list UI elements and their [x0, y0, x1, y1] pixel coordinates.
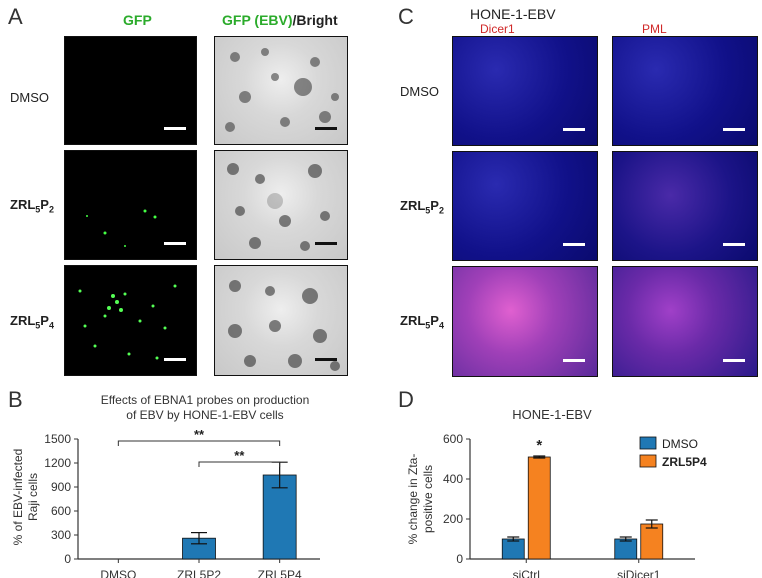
x-tick-label: DMSO [100, 568, 136, 578]
significance-label: * [536, 437, 542, 454]
chart-d-ylabel-line1: % change in Zta- [406, 454, 420, 545]
y-tick-label: 600 [51, 504, 71, 518]
x-tick-label: ZRL5P4 [258, 568, 302, 578]
scale-bar [563, 128, 585, 131]
significance-bracket [117, 440, 281, 446]
panel-a-col2-header-green: GFP (EBV) [222, 12, 293, 28]
scale-bar [563, 359, 585, 362]
legend-label: DMSO [662, 437, 698, 451]
gfp-image-zrl5p2 [64, 150, 197, 260]
scale-bar [563, 243, 585, 246]
dicer1-image-zrl5p4 [452, 266, 598, 377]
panel-a-row-label: DMSO [10, 90, 49, 105]
y-tick-label: 1500 [44, 432, 71, 446]
bright-image-zrl5p4 [214, 265, 348, 376]
scale-bar [723, 128, 745, 131]
y-tick-label: 0 [456, 552, 463, 566]
bar [527, 456, 551, 560]
cell-clusters [225, 48, 339, 132]
dicer1-image-dmso [452, 36, 598, 146]
bright-image-dmso [214, 36, 348, 145]
gfp-image-dmso [64, 36, 197, 145]
scale-bar [723, 243, 745, 246]
panel-a-col2-header-black: /Bright [292, 12, 338, 28]
chart-b-ylabel-line2: Raji cells [26, 473, 40, 521]
x-tick-label: siDicer1 [617, 568, 661, 578]
panel-letter-d: D [398, 387, 414, 412]
bar [640, 523, 664, 560]
scale-bar [164, 358, 186, 361]
panel-letter-c: C [398, 4, 414, 29]
chart-d: HONE-1-EBV % change in Zta- positive cel… [406, 407, 707, 578]
scale-bar [164, 242, 186, 245]
y-tick-label: 900 [51, 480, 71, 494]
pml-image-dmso [612, 36, 758, 146]
panel-a-row-label: ZRL5P2 [10, 197, 54, 215]
y-tick-label: 1200 [44, 456, 71, 470]
significance-label: ** [194, 427, 205, 442]
bar [614, 538, 638, 560]
scale-bar [164, 127, 186, 130]
scale-bar [315, 242, 337, 245]
scale-bar [315, 358, 337, 361]
gfp-spots [78, 284, 177, 360]
dicer1-image-zrl5p2 [452, 151, 598, 261]
chart-b-title-line1: Effects of EBNA1 probes on production [101, 393, 310, 407]
panel-c-row-label: DMSO [400, 84, 439, 99]
chart-b: Effects of EBNA1 probes on production of… [11, 393, 320, 578]
y-tick-label: 600 [443, 432, 463, 446]
pml-image-zrl5p4 [612, 266, 758, 377]
x-tick-label: siCtrl [513, 568, 540, 578]
y-tick-label: 200 [443, 512, 463, 526]
panel-a-col2-header: GFP (EBV)/Bright [222, 12, 338, 28]
panel-a-row-label: ZRL5P4 [10, 313, 54, 331]
chart-d-plot: 0 200 400 600 * siCtrl siDicer1 DMSO ZRL5P4 [443, 432, 707, 578]
panel-c-title: HONE-1-EBV [470, 6, 556, 22]
bar [501, 538, 525, 560]
panel-letter-b: B [8, 387, 23, 412]
significance-label: ** [234, 448, 245, 463]
chart-d-title: HONE-1-EBV [512, 407, 592, 422]
panel-letter-a: A [8, 4, 23, 29]
y-tick-label: 300 [51, 528, 71, 542]
panel-a-col1-header: GFP [123, 12, 152, 28]
y-tick-label: 400 [443, 472, 463, 486]
panel-c-row-label: ZRL5P2 [400, 198, 444, 216]
legend-label: ZRL5P4 [662, 455, 707, 469]
chart-b-ylabel-line1: % of EBV-infected [11, 449, 25, 546]
panel-c-col2-header: PML [642, 22, 667, 36]
legend-swatch [639, 436, 657, 450]
cell-clusters [227, 163, 330, 251]
pml-image-zrl5p2 [612, 151, 758, 261]
significance-bracket [198, 461, 281, 467]
gfp-spots [86, 209, 157, 247]
y-tick-label: 0 [64, 552, 71, 566]
cell-clusters [228, 280, 340, 371]
scale-bar [723, 359, 745, 362]
panel-c-col1-header: Dicer1 [480, 22, 515, 36]
bright-image-zrl5p2 [214, 150, 348, 260]
panel-c-row-label: ZRL5P4 [400, 313, 444, 331]
chart-d-ylabel-line2: positive cells [421, 465, 435, 533]
gfp-image-zrl5p4 [64, 265, 197, 376]
chart-b-plot: 0 300 600 900 1200 1500 DMSO ZRL5P2 ZRL5P4 ** ** [44, 427, 320, 578]
chart-b-title-line2: of EBV by HONE-1-EBV cells [126, 408, 283, 422]
legend-swatch [639, 454, 657, 468]
x-tick-label: ZRL5P2 [177, 568, 221, 578]
scale-bar [315, 127, 337, 130]
